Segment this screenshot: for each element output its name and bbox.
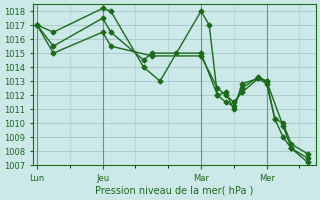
X-axis label: Pression niveau de la mer( hPa ): Pression niveau de la mer( hPa ): [95, 186, 253, 196]
